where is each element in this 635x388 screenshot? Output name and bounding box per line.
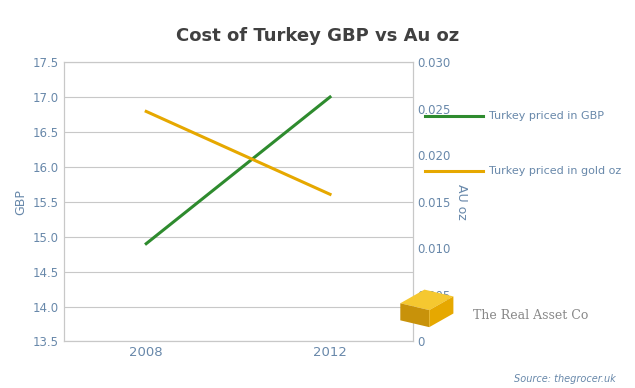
Polygon shape [400, 289, 453, 310]
Polygon shape [429, 296, 453, 327]
Y-axis label: GBP: GBP [14, 189, 27, 215]
Text: Source: thegrocer.uk: Source: thegrocer.uk [514, 374, 616, 384]
Polygon shape [400, 303, 429, 327]
Text: Turkey priced in GBP: Turkey priced in GBP [489, 111, 604, 121]
Y-axis label: AU oz: AU oz [455, 184, 467, 220]
Text: Turkey priced in gold oz: Turkey priced in gold oz [489, 166, 621, 176]
Text: Cost of Turkey GBP vs Au oz: Cost of Turkey GBP vs Au oz [176, 27, 459, 45]
Text: The Real Asset Co: The Real Asset Co [472, 309, 588, 322]
